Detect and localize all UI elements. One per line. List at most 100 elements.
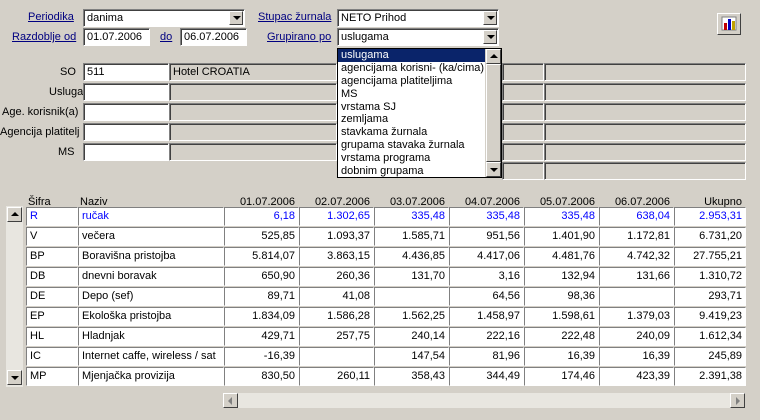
chevron-down-icon[interactable] bbox=[483, 30, 497, 44]
chart-button[interactable] bbox=[717, 13, 741, 35]
dropdown-option[interactable]: agencijama korisni- (ka/cima) bbox=[341, 61, 485, 74]
usluga-code-field[interactable] bbox=[83, 83, 169, 101]
scroll-thumb[interactable] bbox=[486, 64, 501, 162]
dropdown-option[interactable]: uslugama bbox=[338, 49, 501, 62]
table-cell[interactable]: 3,16 bbox=[449, 267, 524, 286]
table-cell[interactable]: 1.612,34 bbox=[674, 327, 746, 346]
grupirano-dropdown-list[interactable]: uslugama agencijama korisni- (ka/cima) age… bbox=[337, 48, 502, 178]
table-cell[interactable]: HL bbox=[26, 327, 78, 346]
column-header[interactable]: 01.07.2006 bbox=[239, 196, 295, 208]
table-cell[interactable]: 4.436,85 bbox=[374, 247, 449, 266]
table-horizontal-scrollbar[interactable] bbox=[222, 392, 746, 409]
table-cell[interactable]: 131,70 bbox=[374, 267, 449, 286]
table-cell[interactable]: 951,56 bbox=[449, 227, 524, 246]
ms-code-field[interactable] bbox=[83, 143, 169, 161]
so-code-field[interactable]: 511 bbox=[83, 63, 169, 81]
table-cell[interactable]: 4.742,32 bbox=[599, 247, 674, 266]
scroll-up-icon[interactable] bbox=[7, 207, 22, 222]
scroll-right-icon[interactable] bbox=[730, 393, 745, 408]
table-cell[interactable]: 1.585,71 bbox=[374, 227, 449, 246]
column-header[interactable]: 04.07.2006 bbox=[464, 196, 520, 208]
table-vertical-scrollbar[interactable] bbox=[6, 206, 23, 387]
table-cell[interactable]: BP bbox=[26, 247, 78, 266]
table-cell[interactable]: 429,71 bbox=[224, 327, 299, 346]
table-cell[interactable]: 6.731,20 bbox=[674, 227, 746, 246]
table-cell[interactable]: 1.093,37 bbox=[299, 227, 374, 246]
dropdown-option[interactable]: vrstama programa bbox=[341, 152, 431, 165]
scroll-down-icon[interactable] bbox=[7, 370, 22, 385]
table-cell[interactable]: 1.562,25 bbox=[374, 307, 449, 326]
table-cell[interactable]: 525,85 bbox=[224, 227, 299, 246]
date-to-field[interactable]: 06.07.2006 bbox=[180, 28, 247, 46]
table-cell[interactable]: 257,75 bbox=[299, 327, 374, 346]
table-cell[interactable]: 4.481,76 bbox=[524, 247, 599, 266]
table-cell[interactable]: 1.401,90 bbox=[524, 227, 599, 246]
table-cell[interactable]: 2.391,38 bbox=[674, 367, 746, 386]
table-cell[interactable]: 293,71 bbox=[674, 287, 746, 306]
column-header[interactable]: Ukupno bbox=[704, 196, 742, 208]
platitelj-code-field[interactable] bbox=[83, 123, 169, 141]
table-cell[interactable]: 222,16 bbox=[449, 327, 524, 346]
dropdown-option[interactable]: zemljama bbox=[341, 113, 389, 126]
table-cell[interactable]: 240,09 bbox=[599, 327, 674, 346]
table-cell[interactable]: 240,14 bbox=[374, 327, 449, 346]
column-header[interactable]: Naziv bbox=[80, 196, 108, 208]
table-cell[interactable]: 16,39 bbox=[524, 347, 599, 366]
column-header[interactable]: 05.07.2006 bbox=[539, 196, 595, 208]
table-cell[interactable]: 89,71 bbox=[224, 287, 299, 306]
dropdown-option[interactable]: grupama stavaka žurnala bbox=[341, 139, 465, 152]
table-cell[interactable]: 1.302,65 bbox=[299, 207, 374, 226]
table-cell[interactable]: 1.379,03 bbox=[599, 307, 674, 326]
dropdown-option[interactable]: dobnim grupama bbox=[341, 165, 424, 178]
table-cell[interactable]: 3.863,15 bbox=[299, 247, 374, 266]
table-cell[interactable]: Ekološka pristojba bbox=[78, 307, 224, 326]
table-cell[interactable]: 222,48 bbox=[524, 327, 599, 346]
column-header[interactable]: 03.07.2006 bbox=[389, 196, 445, 208]
table-cell[interactable]: 1.172,81 bbox=[599, 227, 674, 246]
table-cell[interactable]: 1.598,61 bbox=[524, 307, 599, 326]
table-cell[interactable]: 98,36 bbox=[524, 287, 599, 306]
table-cell[interactable]: 335,48 bbox=[449, 207, 524, 226]
table-cell[interactable]: 81,96 bbox=[449, 347, 524, 366]
table-cell[interactable]: 245,89 bbox=[674, 347, 746, 366]
table-cell[interactable]: 260,36 bbox=[299, 267, 374, 286]
table-cell[interactable]: 41,08 bbox=[299, 287, 374, 306]
table-cell[interactable]: 27.755,21 bbox=[674, 247, 746, 266]
table-cell[interactable]: MP bbox=[26, 367, 78, 386]
table-cell[interactable]: Internet caffe, wireless / sat bbox=[78, 347, 224, 366]
dropdown-scrollbar[interactable] bbox=[485, 49, 501, 177]
scroll-left-icon[interactable] bbox=[223, 393, 238, 408]
table-cell[interactable] bbox=[599, 287, 674, 306]
scroll-up-icon[interactable] bbox=[486, 49, 501, 64]
table-cell[interactable]: Mjenjačka provizija bbox=[78, 367, 224, 386]
table-cell[interactable]: IC bbox=[26, 347, 78, 366]
table-cell[interactable]: 1.834,09 bbox=[224, 307, 299, 326]
table-cell[interactable]: dnevni boravak bbox=[78, 267, 224, 286]
column-header[interactable]: 02.07.2006 bbox=[314, 196, 370, 208]
table-cell[interactable]: 6,18 bbox=[224, 207, 299, 226]
table-cell[interactable]: 174,46 bbox=[524, 367, 599, 386]
table-cell[interactable]: 335,48 bbox=[374, 207, 449, 226]
dropdown-option[interactable]: stavkama žurnala bbox=[341, 126, 428, 139]
table-cell[interactable]: 358,43 bbox=[374, 367, 449, 386]
dropdown-option[interactable]: MS bbox=[341, 87, 358, 100]
table-cell[interactable]: -16,39 bbox=[224, 347, 299, 366]
table-cell[interactable]: Depo (sef) bbox=[78, 287, 224, 306]
table-cell[interactable]: večera bbox=[78, 227, 224, 246]
table-cell[interactable]: V bbox=[26, 227, 78, 246]
table-cell[interactable]: 335,48 bbox=[524, 207, 599, 226]
table-cell[interactable]: Boravišna pristojba bbox=[78, 247, 224, 266]
table-cell[interactable]: 830,50 bbox=[224, 367, 299, 386]
table-cell[interactable]: Hladnjak bbox=[78, 327, 224, 346]
date-from-field[interactable]: 01.07.2006 bbox=[83, 28, 150, 46]
table-cell[interactable]: 2.953,31 bbox=[674, 207, 746, 226]
chevron-down-icon[interactable] bbox=[229, 11, 243, 25]
chevron-down-icon[interactable] bbox=[483, 11, 497, 25]
table-cell[interactable] bbox=[299, 347, 374, 366]
periodika-select[interactable]: danima bbox=[83, 9, 245, 27]
stupac-select[interactable]: NETO Prihod bbox=[337, 9, 499, 27]
table-cell[interactable]: 9.419,23 bbox=[674, 307, 746, 326]
table-cell[interactable]: 638,04 bbox=[599, 207, 674, 226]
table-cell[interactable]: 16,39 bbox=[599, 347, 674, 366]
table-cell[interactable]: 147,54 bbox=[374, 347, 449, 366]
